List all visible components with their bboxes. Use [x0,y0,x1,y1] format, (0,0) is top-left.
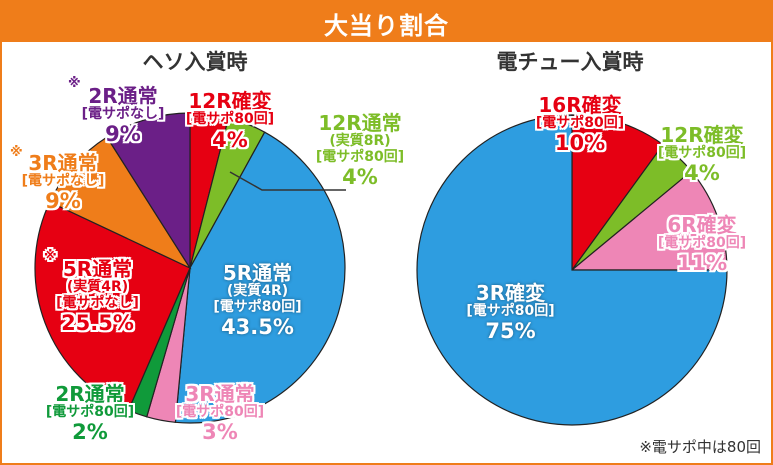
chart-title-heso: ヘソ入賞時 [142,50,248,74]
slice-sub: (実質8R) [329,133,391,150]
slice-sub2: [電サポ80回] [315,149,405,166]
label-denchu-12r: 12R確変 [電サポ80回] 4% [646,124,758,186]
slice-pct: 75% [485,319,536,344]
asterisk-mark: ※ [10,145,23,160]
slice-pct: 4% [212,128,248,153]
slice-sub: [電サポ80回] [535,115,625,132]
slice-sub: [電サポなし] [21,173,105,190]
slice-sub: [電サポ80回] [45,404,135,421]
leader-line-12r-tsujo [229,171,346,191]
slice-name: 16R確変 [538,93,622,117]
slice-sub: [電サポ80回] [175,404,265,421]
slice-name: 6R確変 [667,213,737,237]
slice-sub: [電サポ80回] [466,303,555,320]
slice-pct: 4% [684,161,720,186]
slice-name: 2R通常 [88,84,158,108]
pie-slice-heso-6 [48,136,192,270]
slice-name: 3R通常 [28,151,98,175]
slice-sub2: [電サポ80回] [213,299,302,316]
asterisk-mark: ※ [44,249,57,264]
slice-pct: 10% [554,131,606,156]
slice-sub: [電サポ80回] [657,145,747,162]
slice-name: 2R通常 [55,382,125,406]
slice-sub: [電サポ80回] [185,111,275,128]
slice-name: 5R通常 [62,257,133,281]
label-denchu-3r: 3R確変 [電サポ80回] 75% [448,282,573,344]
label-heso-5r-nashi: ※ 5R通常 (実質4R) [電サポなし] 25.5% [40,249,155,335]
chart-title-denchu: 電チュー入賞時 [496,50,644,74]
slice-pct: 25.5% [61,310,134,335]
slice-pct: 4% [342,164,378,189]
slice-pct: 9% [45,189,81,214]
slice-pct: 3% [202,420,238,445]
footnote: ※電サポ中は80回 [639,438,761,456]
slice-sub: (実質4R) [66,279,129,296]
slice-name: 12R確変 [660,123,744,147]
label-denchu-16r: 16R確変 [電サポ80回] 10% [525,94,635,156]
asterisk-mark: ※ [68,76,81,91]
pie-slice-heso-7 [106,112,191,271]
slice-name: 5R通常 [222,261,293,285]
pie-slice-heso-5 [34,201,191,412]
slice-pct: 11% [676,251,728,276]
slice-sub: [電サポ80回] [657,235,747,252]
label-heso-3r-80: 3R通常 [電サポ80回] 3% [160,383,280,445]
label-heso-3r-nashi: ※ 3R通常 [電サポなし] 9% [8,145,118,214]
slice-sub: (実質4R) [226,283,289,300]
label-heso-12r-kakuhen: 12R確変 [電サポ80回] 4% [180,90,280,153]
slice-name: 3R確変 [475,281,546,305]
label-heso-12r-tsujo: 12R通常 (実質8R) [電サポ80回] 4% [300,112,420,189]
page-title: 大当り割合 [324,12,449,40]
pie-slice-denchu-3 [416,114,728,426]
pie-slice-denchu-2 [570,170,728,271]
slice-sub: [電サポなし] [81,106,165,123]
label-denchu-6r: 6R確変 [電サポ80回] 11% [646,214,758,276]
slice-pct: 43.5% [221,314,294,339]
pie-slice-heso-2 [174,131,346,424]
slice-pct: 2% [72,420,108,445]
pie-slice-denchu-0 [571,114,664,272]
slice-name: 12R通常 [318,111,402,135]
slice-sub2: [電サポなし] [56,295,139,312]
label-heso-5r-80: 5R通常 (実質4R) [電サポ80回] 43.5% [195,262,320,339]
slice-pct: 9% [105,122,141,147]
header-bar: 大当り割合 [2,2,771,42]
slice-name: 12R確変 [188,89,272,113]
label-heso-2r-80: 2R通常 [電サポ80回] 2% [30,383,150,445]
slice-name: 3R通常 [185,382,255,406]
label-heso-2r-nashi: ※ 2R通常 [電サポなし] 9% [68,76,178,147]
